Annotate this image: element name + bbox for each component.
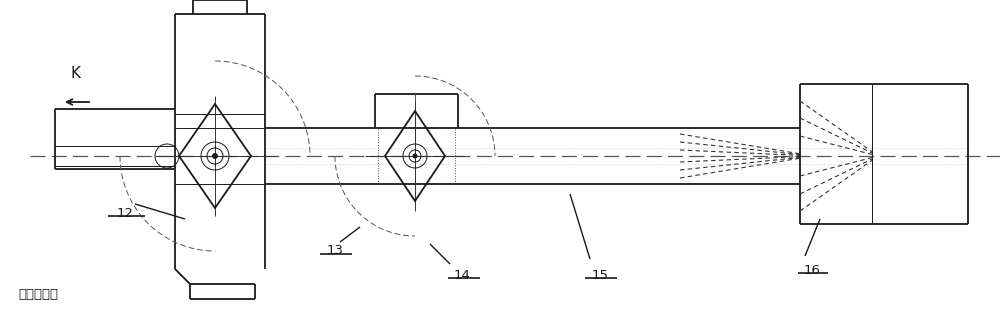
Circle shape	[212, 153, 218, 159]
Text: 15: 15	[592, 269, 608, 282]
Text: 夹具定位面: 夹具定位面	[18, 287, 58, 300]
Text: K: K	[70, 66, 80, 82]
Circle shape	[413, 154, 418, 158]
Text: 12: 12	[116, 207, 134, 220]
Text: 14: 14	[454, 269, 470, 282]
Text: 13: 13	[326, 244, 344, 257]
Text: 16: 16	[804, 264, 820, 277]
